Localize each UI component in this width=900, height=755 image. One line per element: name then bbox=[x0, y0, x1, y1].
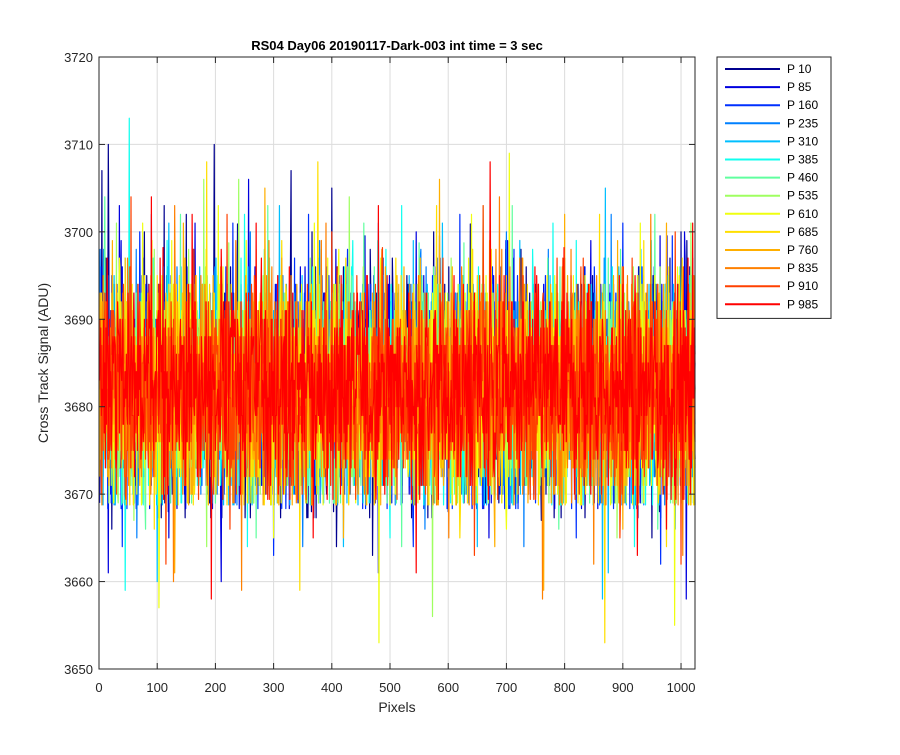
x-tick-label: 100 bbox=[146, 680, 168, 695]
x-tick-label: 700 bbox=[496, 680, 518, 695]
x-tick-label: 300 bbox=[263, 680, 285, 695]
y-tick-label: 3680 bbox=[64, 400, 93, 415]
x-tick-label: 0 bbox=[95, 680, 102, 695]
x-tick-label: 200 bbox=[205, 680, 227, 695]
x-tick-label: 1000 bbox=[667, 680, 696, 695]
series-line-p-910 bbox=[98, 196, 696, 565]
legend-label: P 835 bbox=[787, 261, 818, 275]
legend-label: P 760 bbox=[787, 243, 818, 257]
x-tick-label: 400 bbox=[321, 680, 343, 695]
legend-label: P 310 bbox=[787, 134, 818, 148]
axis-ticks: 0 100 200 300 400 500 600 700 800 900 1000 3650 3660… bbox=[64, 50, 695, 695]
y-tick-label: 3650 bbox=[64, 662, 93, 677]
x-tick-label: 600 bbox=[437, 680, 459, 695]
y-tick-label: 3660 bbox=[64, 575, 93, 590]
y-axis-label: Cross Track Signal (ADU) bbox=[35, 283, 51, 443]
chart-title: RS04 Day06 20190117-Dark-003 int time = … bbox=[251, 38, 543, 53]
series-layer bbox=[98, 117, 696, 644]
legend-label: P 985 bbox=[787, 297, 818, 311]
y-tick-label: 3710 bbox=[64, 137, 93, 152]
legend-label: P 610 bbox=[787, 207, 818, 221]
y-tick-label: 3670 bbox=[64, 487, 93, 502]
x-axis-label: Pixels bbox=[378, 699, 415, 715]
legend-label: P 85 bbox=[787, 80, 812, 94]
legend-label: P 535 bbox=[787, 189, 818, 203]
series-line-p-985 bbox=[98, 161, 696, 600]
y-tick-label: 3700 bbox=[64, 225, 93, 240]
x-tick-label: 900 bbox=[612, 680, 634, 695]
legend-label: P 460 bbox=[787, 171, 818, 185]
y-tick-label: 3720 bbox=[64, 50, 93, 65]
legend-label: P 910 bbox=[787, 279, 818, 293]
legend-label: P 160 bbox=[787, 98, 818, 112]
legend-box bbox=[716, 56, 832, 319]
legend-label: P 235 bbox=[787, 116, 818, 130]
legend-label: P 385 bbox=[787, 153, 818, 167]
y-tick-label: 3690 bbox=[64, 312, 93, 327]
legend: P 10 P 85 P 160 P 235 P 310 P 385 P 460 P 535 P … bbox=[716, 56, 832, 319]
plot-frame bbox=[98, 56, 696, 670]
x-tick-label: 800 bbox=[554, 680, 576, 695]
legend-label: P 10 bbox=[787, 62, 812, 76]
x-tick-label: 500 bbox=[379, 680, 401, 695]
legend-label: P 685 bbox=[787, 225, 818, 239]
